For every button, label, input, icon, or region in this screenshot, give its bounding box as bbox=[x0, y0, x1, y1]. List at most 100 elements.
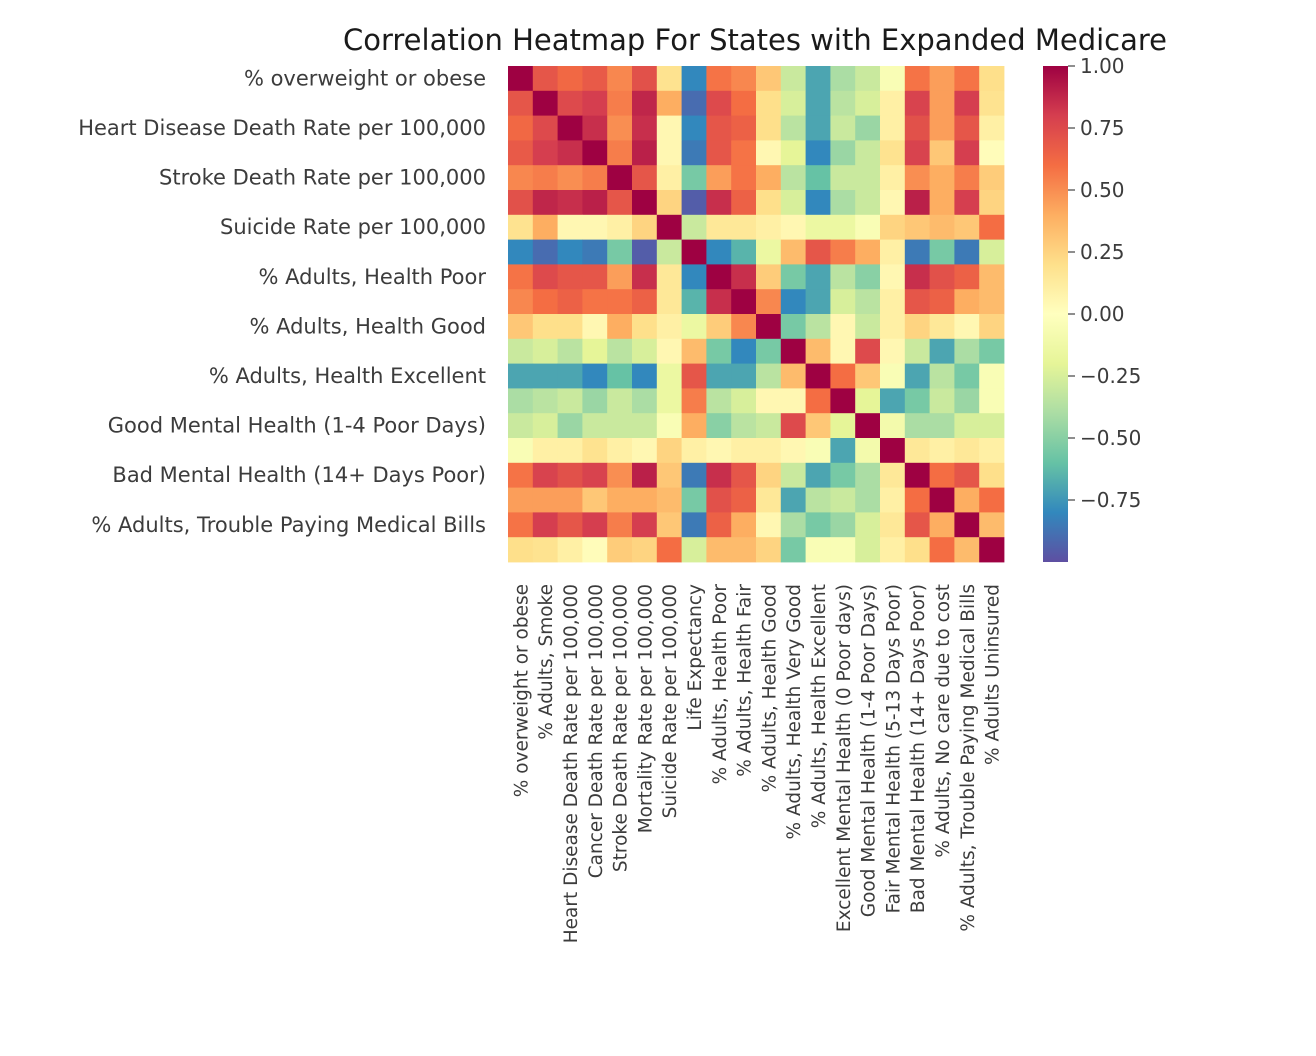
heatmap-cell bbox=[780, 66, 806, 92]
y-tick-label: % overweight or obese bbox=[244, 66, 486, 90]
heatmap-cell bbox=[780, 165, 806, 191]
heatmap-cell bbox=[656, 214, 682, 240]
heatmap-cell bbox=[706, 413, 732, 439]
heatmap-cell bbox=[954, 363, 980, 389]
heatmap-cell bbox=[855, 90, 881, 116]
heatmap-cell bbox=[780, 115, 806, 141]
heatmap-cell bbox=[756, 487, 782, 513]
heatmap-cell bbox=[681, 214, 707, 240]
heatmap-cell bbox=[855, 264, 881, 290]
heatmap-cell bbox=[656, 512, 682, 538]
colorbar-tick-label: −0.25 bbox=[1080, 364, 1141, 388]
heatmap-cell bbox=[557, 512, 583, 538]
heatmap-cell bbox=[780, 140, 806, 166]
heatmap-cell bbox=[756, 190, 782, 216]
heatmap-cell bbox=[706, 264, 732, 290]
heatmap-cell bbox=[508, 487, 534, 513]
colorbar-gradient bbox=[1043, 66, 1068, 562]
heatmap-cell bbox=[557, 314, 583, 340]
heatmap-cell bbox=[830, 363, 856, 389]
heatmap-cell bbox=[830, 239, 856, 265]
heatmap-cell bbox=[880, 289, 906, 315]
x-tick-label: Cancer Death Rate per 100,000 bbox=[586, 584, 607, 878]
heatmap-cell bbox=[632, 289, 658, 315]
heatmap-cell bbox=[880, 338, 906, 364]
heatmap-cell bbox=[632, 214, 658, 240]
heatmap-cell bbox=[582, 314, 608, 340]
heatmap-cell bbox=[830, 537, 856, 563]
colorbar-ticks: 1.00 0.75 0.50 0.25 0.00 −0.25 −0.50 −0.75 bbox=[1068, 54, 1141, 512]
heatmap-cell bbox=[681, 165, 707, 191]
x-tick-label: Heart Disease Death Rate per 100,000 bbox=[561, 584, 582, 943]
x-tick-label: Stroke Death Rate per 100,000 bbox=[611, 584, 632, 872]
heatmap-cell bbox=[706, 289, 732, 315]
heatmap-cell bbox=[681, 314, 707, 340]
heatmap-cell bbox=[706, 165, 732, 191]
heatmap-cell bbox=[855, 214, 881, 240]
heatmap-cell bbox=[805, 438, 831, 464]
heatmap-cell bbox=[904, 438, 930, 464]
heatmap-cell bbox=[532, 289, 558, 315]
heatmap-cell bbox=[929, 438, 955, 464]
heatmap-cell bbox=[805, 462, 831, 488]
heatmap-cell bbox=[954, 462, 980, 488]
heatmap-cell bbox=[929, 214, 955, 240]
heatmap-cell bbox=[582, 413, 608, 439]
heatmap-cell bbox=[731, 239, 757, 265]
y-tick-label: Good Mental Health (1-4 Poor Days) bbox=[108, 414, 486, 438]
heatmap-cell bbox=[607, 264, 633, 290]
heatmap-cell bbox=[582, 462, 608, 488]
heatmap-cell bbox=[929, 90, 955, 116]
heatmap-cell bbox=[681, 413, 707, 439]
heatmap-cell bbox=[656, 90, 682, 116]
heatmap-cell bbox=[979, 115, 1005, 141]
heatmap-cell bbox=[557, 214, 583, 240]
heatmap-cell bbox=[954, 338, 980, 364]
heatmap-cell bbox=[780, 413, 806, 439]
heatmap-cell bbox=[632, 363, 658, 389]
heatmap-cell bbox=[681, 239, 707, 265]
heatmap-cell bbox=[582, 338, 608, 364]
heatmap-cell bbox=[508, 462, 534, 488]
heatmap-cell bbox=[904, 512, 930, 538]
x-tick-label: Mortality Rate per 100,000 bbox=[635, 584, 656, 833]
x-tick-label: % Adults, Health Very Good bbox=[784, 584, 805, 839]
heatmap-cell bbox=[508, 66, 534, 92]
heatmap-cell bbox=[681, 388, 707, 414]
heatmap-cell bbox=[780, 214, 806, 240]
heatmap-cell bbox=[532, 214, 558, 240]
x-tick-label: Life Expectancy bbox=[685, 584, 706, 731]
heatmap-cell bbox=[880, 66, 906, 92]
heatmap-cell bbox=[979, 363, 1005, 389]
heatmap-cell bbox=[731, 289, 757, 315]
heatmap-cell bbox=[855, 413, 881, 439]
heatmap-cell bbox=[681, 66, 707, 92]
heatmap-cell bbox=[805, 487, 831, 513]
heatmap-cell bbox=[532, 512, 558, 538]
heatmap-cell bbox=[805, 537, 831, 563]
heatmap-cell bbox=[756, 363, 782, 389]
heatmap-cell bbox=[681, 289, 707, 315]
heatmap-cell bbox=[532, 338, 558, 364]
heatmap-cell bbox=[855, 462, 881, 488]
colorbar-tick-label: 0.25 bbox=[1080, 240, 1125, 264]
heatmap-cell bbox=[805, 314, 831, 340]
heatmap-cell bbox=[805, 388, 831, 414]
heatmap-cell bbox=[929, 487, 955, 513]
heatmap-cell bbox=[805, 264, 831, 290]
heatmap-cell bbox=[855, 338, 881, 364]
x-tick-label: % overweight or obese bbox=[511, 584, 532, 797]
heatmap-cell bbox=[681, 140, 707, 166]
heatmap-cell bbox=[929, 413, 955, 439]
heatmap-cell bbox=[929, 289, 955, 315]
heatmap-cell bbox=[954, 264, 980, 290]
heatmap-cell bbox=[632, 388, 658, 414]
heatmap-cell bbox=[681, 462, 707, 488]
heatmap-cell bbox=[954, 388, 980, 414]
heatmap-cell bbox=[756, 314, 782, 340]
heatmap-cells bbox=[508, 66, 1005, 563]
heatmap-cell bbox=[582, 190, 608, 216]
heatmap-cell bbox=[880, 165, 906, 191]
heatmap-cell bbox=[582, 66, 608, 92]
colorbar-tick-label: 0.50 bbox=[1080, 178, 1125, 202]
